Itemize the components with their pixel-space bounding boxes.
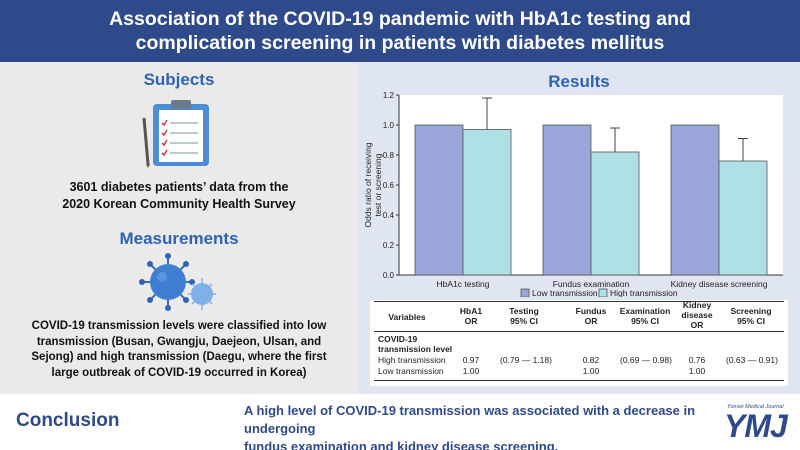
subjects-description: 3601 diabetes patients’ data from the 20… <box>62 180 296 211</box>
x-tick-label: Kidney disease screening <box>671 279 768 289</box>
svg-text:test or screening: test or screening <box>373 153 383 216</box>
legend-label-0: Low transmission <box>532 288 598 297</box>
bar-high-2 <box>718 160 768 276</box>
title-line-1: Association of the COVID-19 pandemic wit… <box>109 8 691 30</box>
journal-name: Yonsei Medical Journal <box>727 404 784 410</box>
table-bottom-rule <box>374 380 784 381</box>
bar-high-1 <box>590 151 640 276</box>
bar-high-0 <box>462 129 512 276</box>
conclusion-label: Conclusion <box>16 410 120 431</box>
legend-swatch-0 <box>520 288 530 297</box>
th-fundus: Fundus OR <box>575 306 607 326</box>
results-table: Variables HbA1 OR Testing 95% CI Fundus OR … <box>370 300 788 386</box>
bar-low-2 <box>670 124 720 276</box>
y-tick-label: 1.0 <box>383 121 395 130</box>
y-tick-label: 0.8 <box>383 151 395 160</box>
measurements-description: COVID-19 transmission levels were classi… <box>31 320 327 379</box>
bar-low-0 <box>414 124 464 276</box>
th-testing-ci: Testing 95% CI <box>509 306 539 326</box>
clipboard-icon <box>142 100 209 168</box>
ymj-logo: YMJ <box>724 408 788 444</box>
th-kidney: Kidney disease OR <box>681 300 713 330</box>
group-label: COVID-19 transmission level <box>378 334 453 354</box>
header-banner: Association of the COVID-19 pandemic wit… <box>0 0 800 62</box>
table-header-rule <box>374 331 784 332</box>
th-screening-ci: Screening 95% CI <box>730 306 772 326</box>
y-axis-label: Odds ratio of receiving test or screenin… <box>363 142 383 227</box>
y-tick-label: 0.6 <box>383 181 395 190</box>
x-tick-label: Fundus examination <box>553 279 630 289</box>
y-tick-label: 0.4 <box>383 211 395 220</box>
th-hba1: HbA1 OR <box>459 306 483 326</box>
odds-ratio-chart: Odds ratio of receiving test or screenin… <box>363 92 783 297</box>
conclusion-text: A high level of COVID-19 transmission wa… <box>244 403 696 450</box>
title-line-2: complication screening in patients with … <box>135 32 665 54</box>
virus-icon <box>139 253 216 311</box>
th-variables: Variables <box>388 312 426 322</box>
y-tick-label: 0.2 <box>383 241 395 250</box>
bar-low-1 <box>542 124 592 276</box>
x-tick-label: HbA1c testing <box>437 279 490 289</box>
th-examination-ci: Examination 95% CI <box>619 306 671 326</box>
y-tick-label: 1.2 <box>383 92 395 100</box>
measurements-title: Measurements <box>119 229 239 248</box>
legend-swatch-1 <box>598 288 608 297</box>
legend-label-1: High transmission <box>610 288 678 297</box>
footer <box>0 394 800 450</box>
subjects-title: Subjects <box>143 70 215 89</box>
y-tick-label: 0.0 <box>383 271 395 280</box>
table-top-rule <box>374 301 784 302</box>
results-title: Results <box>548 72 610 91</box>
svg-text:Odds ratio of receiving: Odds ratio of receiving <box>363 142 373 227</box>
